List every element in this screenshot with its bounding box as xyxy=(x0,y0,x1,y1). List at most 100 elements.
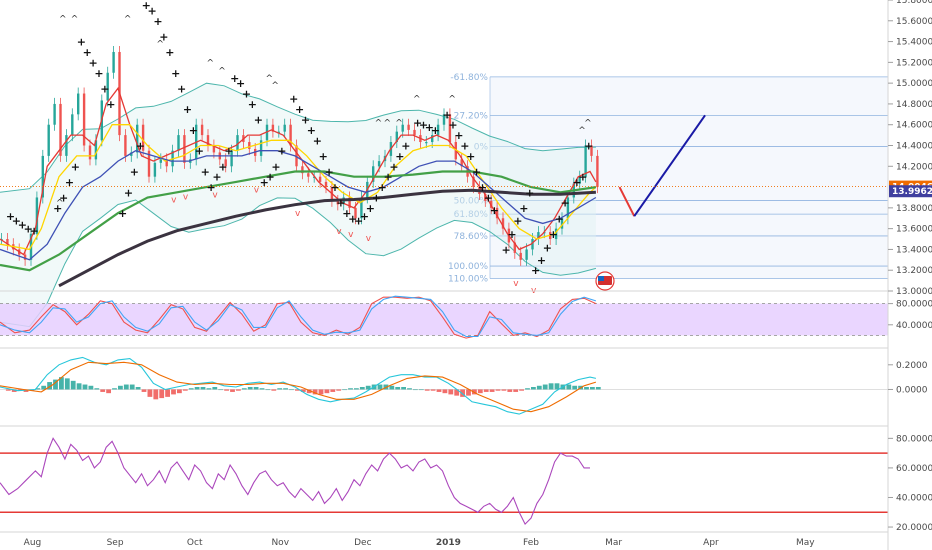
candle-body xyxy=(41,155,44,198)
price-axis-label: 15.40000 xyxy=(896,38,932,48)
swing-high-marker: ^ xyxy=(375,119,383,129)
sar-marker: + xyxy=(159,30,168,43)
sar-marker: + xyxy=(561,197,570,210)
macd-histogram-bar xyxy=(542,384,548,390)
macd-histogram-bar xyxy=(418,389,424,391)
sar-marker: + xyxy=(507,228,516,241)
swing-low-marker: v xyxy=(336,227,342,237)
candle-body xyxy=(525,249,528,260)
stochastic-axis-label: 40.0000 xyxy=(896,321,932,331)
macd-histogram-bar xyxy=(554,383,560,390)
macd-histogram-bar xyxy=(76,383,82,390)
macd-histogram-bar xyxy=(454,389,460,396)
candle-body xyxy=(230,150,233,167)
candle-body xyxy=(165,159,168,167)
macd-histogram-bar xyxy=(94,388,100,390)
candle-body xyxy=(401,124,404,132)
macd-histogram-bar xyxy=(365,385,371,390)
moving-average-line xyxy=(0,86,597,256)
sar-marker: + xyxy=(218,160,227,173)
candle-body xyxy=(77,93,80,115)
macd-histogram-bar xyxy=(106,389,111,394)
macd-histogram-bar xyxy=(448,389,454,395)
sar-marker: + xyxy=(348,212,357,225)
swing-high-marker: ^ xyxy=(124,15,132,25)
swing-high-marker: ^ xyxy=(584,119,592,129)
swing-high-marker: ^ xyxy=(413,95,421,105)
candle-body xyxy=(136,124,139,153)
macd-histogram-bar xyxy=(466,389,471,396)
stochastic-line xyxy=(0,295,597,338)
fibonacci-level-label: 0% xyxy=(474,143,489,153)
macd-histogram-bar xyxy=(188,388,194,390)
swing-high-marker: ^ xyxy=(71,15,79,25)
macd-histogram-bar xyxy=(595,387,601,390)
sar-marker: + xyxy=(130,165,139,178)
candle-body xyxy=(519,252,522,260)
price-axis-label: 13.60000 xyxy=(896,225,932,235)
candle-body xyxy=(301,166,304,174)
rsi-panel[interactable] xyxy=(0,437,888,526)
sar-marker: + xyxy=(118,207,127,220)
candle-body xyxy=(324,181,328,188)
macd-histogram-bar xyxy=(11,389,17,392)
macd-histogram-bar xyxy=(82,384,88,390)
moving-average-line xyxy=(58,188,596,288)
macd-histogram-bar xyxy=(265,389,271,391)
sar-marker: + xyxy=(212,171,221,184)
macd-histogram-bar xyxy=(59,377,64,390)
candle-body xyxy=(65,135,68,156)
candle-body xyxy=(442,114,446,125)
macd-histogram-bar xyxy=(241,388,247,390)
sar-marker: + xyxy=(242,88,251,101)
projection-lines xyxy=(618,114,706,217)
time-axis[interactable]: Aug Sep Oct Nov Dec 2019 Feb Mar Apr May xyxy=(24,538,816,548)
price-panel[interactable]: -61.80% 27.20% 0% 50.00% 61.80% 78.60% 100.00%… xyxy=(0,0,888,328)
macd-histogram-bar xyxy=(70,380,76,390)
macd-histogram-bar xyxy=(407,388,412,390)
sar-marker: + xyxy=(578,171,587,184)
moving-average-line xyxy=(0,124,597,251)
sar-marker: + xyxy=(360,210,369,223)
sar-marker: + xyxy=(148,4,157,17)
swing-low-marker: v xyxy=(183,193,189,203)
macd-histogram-bar xyxy=(324,389,330,394)
macd-histogram-bar xyxy=(430,389,436,391)
macd-histogram-bar xyxy=(100,389,106,392)
macd-histogram-bar xyxy=(312,389,318,395)
macd-panel[interactable] xyxy=(0,356,888,415)
price-tag-label: 13.99623 xyxy=(892,187,932,197)
macd-histogram-bar xyxy=(212,387,218,390)
sar-marker: + xyxy=(18,218,27,231)
stochastic-axis-label: 80.0000 xyxy=(896,300,932,310)
sar-marker: + xyxy=(525,186,534,199)
candle-body xyxy=(407,124,410,130)
sar-marker: + xyxy=(189,124,198,137)
macd-histogram-bar xyxy=(572,385,578,390)
candle-body xyxy=(124,135,127,156)
macd-histogram-bar xyxy=(64,378,70,390)
stochastic-panel[interactable] xyxy=(0,295,888,339)
sar-marker: + xyxy=(472,165,481,178)
sar-marker: + xyxy=(354,214,363,227)
sar-marker: + xyxy=(378,181,387,194)
sar-marker: + xyxy=(24,223,33,236)
candle-body xyxy=(554,228,558,240)
flag-icon xyxy=(595,271,615,291)
sar-marker: + xyxy=(555,212,564,225)
sar-marker: + xyxy=(537,254,546,267)
candle-body xyxy=(206,135,210,146)
macd-histogram-bar xyxy=(182,389,188,391)
macd-histogram-bar xyxy=(531,387,536,390)
macd-histogram-bar xyxy=(112,388,117,390)
candle-body xyxy=(71,114,74,136)
sar-marker: + xyxy=(83,46,92,59)
price-markers: ++++++++++++++++++++++++++++++++++++++++… xyxy=(6,0,593,296)
macd-axis-label: 0.0000 xyxy=(896,385,928,395)
rsi-axis-label: 60.0000 xyxy=(896,464,932,474)
swing-high-marker: ^ xyxy=(59,15,67,25)
price-axis-label: 14.80000 xyxy=(896,100,932,110)
sar-marker: + xyxy=(289,93,298,106)
